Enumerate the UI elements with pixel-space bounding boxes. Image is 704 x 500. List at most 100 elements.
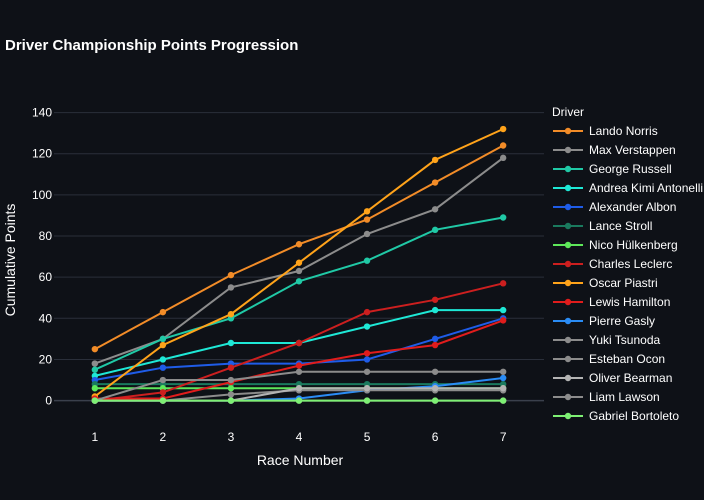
series-line	[91, 397, 507, 404]
legend-item[interactable]: Liam Lawson	[553, 390, 660, 404]
legend-label: Charles Leclerc	[589, 257, 672, 271]
y-tick-label: 80	[39, 229, 53, 243]
legend-swatch-marker	[564, 203, 572, 211]
data-point	[363, 368, 371, 375]
data-point	[363, 323, 371, 330]
data-point	[295, 385, 303, 392]
legend-item[interactable]: Lewis Hamilton	[553, 295, 670, 309]
data-point	[431, 179, 439, 186]
data-point	[431, 206, 439, 213]
data-point	[499, 142, 507, 149]
legend-item[interactable]: Yuki Tsunoda	[553, 333, 660, 347]
legend-label: George Russell	[589, 162, 672, 176]
data-point	[499, 385, 507, 392]
y-tick-label: 60	[39, 270, 53, 284]
x-axis-label: Race Number	[257, 452, 344, 468]
data-point	[431, 296, 439, 303]
legend-swatch-marker	[564, 412, 572, 420]
data-point	[499, 317, 507, 324]
legend-item[interactable]: Charles Leclerc	[553, 257, 672, 271]
legend-item[interactable]: Alexander Albon	[553, 200, 676, 214]
gridlines	[54, 112, 544, 402]
legend-swatch-marker	[564, 393, 572, 401]
x-tick-label: 3	[228, 430, 235, 444]
legend-swatch-marker	[564, 127, 572, 135]
data-point	[295, 362, 303, 369]
data-point	[159, 389, 167, 396]
data-point	[431, 397, 439, 404]
legend-swatch-marker	[564, 336, 572, 344]
data-point	[499, 154, 507, 162]
x-tick-label: 7	[500, 430, 507, 444]
data-point	[159, 335, 167, 343]
legend-item[interactable]: Esteban Ocon	[553, 352, 665, 366]
data-point	[227, 284, 235, 291]
data-point	[499, 214, 507, 221]
legend-label: Esteban Ocon	[589, 352, 665, 366]
data-point	[499, 397, 507, 404]
legend-swatch-marker	[564, 317, 572, 325]
legend-item[interactable]: Lance Stroll	[553, 219, 652, 233]
legend-label: Alexander Albon	[589, 200, 676, 214]
data-point	[431, 306, 439, 314]
legend-label: Liam Lawson	[589, 390, 660, 404]
legend-label: Andrea Kimi Antonelli	[589, 181, 703, 195]
data-point	[159, 308, 167, 316]
data-point	[227, 310, 235, 318]
data-point	[227, 364, 235, 371]
data-point	[295, 241, 303, 248]
data-point	[91, 360, 99, 367]
data-point	[363, 208, 371, 215]
x-tick-label: 1	[91, 430, 98, 444]
legend-label: Lando Norris	[589, 124, 658, 138]
data-point	[363, 350, 371, 357]
x-tick-label: 5	[364, 430, 371, 444]
x-tick-labels: 1 2 3 4 5 6 7	[91, 430, 506, 444]
data-point	[159, 364, 167, 371]
legend-item[interactable]: George Russell	[553, 162, 672, 176]
data-point	[363, 308, 371, 316]
legend-item[interactable]: Gabriel Bortoleto	[553, 409, 679, 423]
legend-label: Oliver Bearman	[589, 371, 672, 385]
data-point	[431, 156, 439, 164]
data-point	[227, 271, 235, 279]
data-point	[91, 366, 99, 373]
data-point	[431, 368, 439, 375]
legend-label: Max Verstappen	[589, 143, 676, 157]
data-point	[159, 341, 167, 349]
data-point	[227, 376, 235, 384]
data-point	[227, 385, 235, 392]
legend-swatch-marker	[564, 184, 572, 192]
data-point	[295, 278, 303, 285]
series-line	[91, 142, 507, 353]
series-line	[91, 214, 507, 373]
data-point	[431, 385, 439, 392]
legend-label: Oscar Piastri	[589, 276, 658, 290]
data-point	[91, 397, 99, 404]
y-tick-label: 20	[39, 352, 53, 366]
legend-swatch-marker	[564, 279, 572, 287]
legend-title: Driver	[552, 105, 584, 119]
legend-item[interactable]: Lando Norris	[553, 124, 658, 138]
legend-item[interactable]: Pierre Gasly	[553, 314, 655, 328]
legend-item[interactable]: Oscar Piastri	[553, 276, 658, 290]
data-point	[499, 306, 507, 314]
legend-item[interactable]: Andrea Kimi Antonelli	[553, 181, 703, 195]
y-tick-label: 140	[32, 106, 52, 120]
legend-item[interactable]: Oliver Bearman	[553, 371, 672, 385]
data-point	[363, 230, 371, 238]
data-point	[363, 397, 371, 404]
data-point	[159, 356, 167, 363]
y-tick-labels: 0 20 40 60 80 100 120 140	[32, 106, 52, 408]
data-point	[431, 226, 439, 234]
legend-swatch-marker	[564, 260, 572, 268]
data-point	[295, 397, 303, 404]
legend: Lando Norris Max Verstappen George Russell…	[553, 124, 703, 423]
chart-title: Driver Championship Points Progression	[5, 37, 298, 54]
data-point	[499, 125, 507, 133]
legend-item[interactable]: Nico Hülkenberg	[553, 238, 678, 252]
y-tick-label: 120	[32, 147, 52, 161]
legend-item[interactable]: Max Verstappen	[553, 143, 676, 157]
data-point	[227, 397, 235, 404]
data-point	[159, 376, 167, 384]
